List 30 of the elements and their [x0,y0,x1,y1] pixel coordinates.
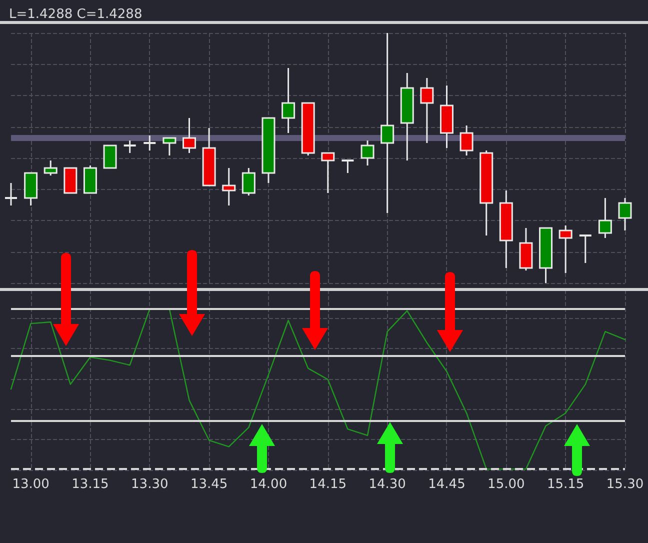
x-tick-label: 13.30 [131,477,168,492]
candlestick [242,167,256,196]
x-tick-label: 13.00 [12,477,50,492]
candlestick [598,197,612,239]
text: L=1.4288 C=1.4288 [9,7,142,22]
x-tick-label: 13.45 [190,477,228,492]
candlestick [44,160,58,176]
candlestick [460,124,474,156]
candlestick [182,117,196,154]
x-tick-label: 15.15 [546,477,584,492]
x-tick-label: 14.45 [428,477,466,492]
candlestick [282,67,296,134]
x-tick-label: 15.00 [488,477,525,492]
x-tick-label: 13.15 [72,477,109,492]
candlestick [360,140,374,166]
x-tick-label: 14.15 [309,477,347,492]
candlestick [321,152,335,194]
candlestick [162,137,176,156]
x-tick-label: 15.30 [606,477,644,492]
candlestick [618,197,632,232]
x-tick-label: 14.30 [368,477,406,492]
candlestick [144,134,156,152]
candlestick [124,140,136,154]
candlestick [222,167,236,206]
candlestick [342,160,354,174]
candlestick [420,77,434,144]
candlestick [103,144,117,169]
x-tick-label: 14.00 [250,477,288,492]
candlestick [579,234,592,264]
candlestick [558,224,572,274]
